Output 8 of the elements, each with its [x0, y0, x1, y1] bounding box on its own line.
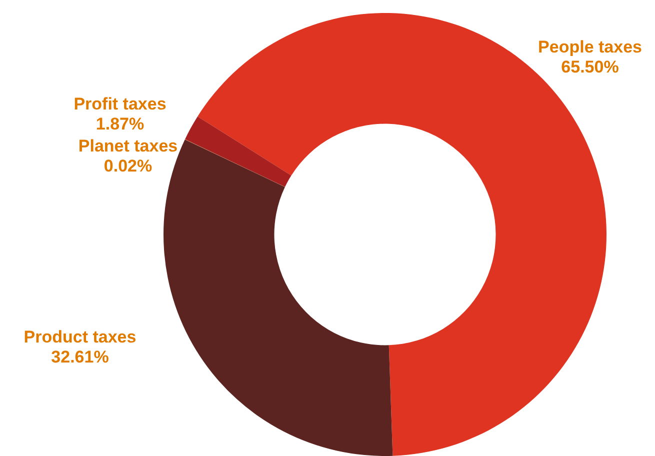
data-label: 65.50%	[561, 58, 619, 77]
slice-label: People taxes	[538, 38, 642, 57]
slice-label: Planet taxes	[78, 136, 178, 156]
data-label: 1.87%	[96, 114, 144, 134]
slice-label: Profit taxes	[74, 94, 166, 114]
data-label: 32.61%	[51, 348, 109, 367]
data-label: 0.02%	[104, 156, 152, 176]
slice-label: Product taxes	[24, 328, 136, 347]
